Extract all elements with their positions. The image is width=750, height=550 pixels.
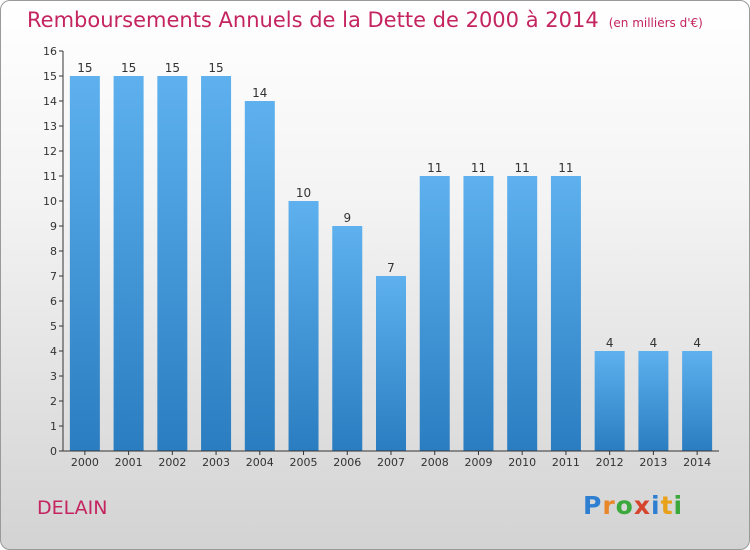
bar: [550, 176, 581, 451]
x-tick-label: 2009: [464, 456, 492, 469]
bar-value-label: 9: [343, 211, 351, 225]
x-tick-label: 2003: [202, 456, 230, 469]
bars: [69, 76, 713, 451]
bar: [201, 76, 232, 451]
place-name: DELAIN: [37, 497, 108, 519]
proxiti-logo[interactable]: Proxiti: [583, 491, 683, 520]
bar-value-label: 11: [471, 161, 486, 175]
logo-letter: x: [633, 491, 651, 520]
chart-title-text: Remboursements Annuels de la Dette de 20…: [27, 8, 599, 32]
bar-value-label: 7: [387, 261, 395, 275]
x-tick-label: 2000: [71, 456, 99, 469]
chart-unit-subtitle: (en milliers d'€): [608, 16, 703, 30]
bar: [419, 176, 450, 451]
logo-letter: r: [602, 491, 616, 520]
y-tick-label: 1: [50, 420, 57, 433]
bar: [157, 76, 188, 451]
y-tick-label: 2: [50, 395, 57, 408]
bar: [244, 101, 275, 451]
y-tick-label: 0: [50, 445, 57, 458]
y-tick-label: 8: [50, 245, 57, 258]
bar: [507, 176, 538, 451]
x-tick-label: 2008: [421, 456, 449, 469]
bar-value-label: 11: [558, 161, 573, 175]
y-tick-label: 10: [43, 195, 57, 208]
bar: [638, 351, 669, 451]
logo-letter: o: [615, 491, 634, 520]
y-tick-label: 4: [50, 345, 57, 358]
x-tick-label: 2014: [683, 456, 711, 469]
bar-value-label: 15: [121, 61, 136, 75]
y-tick-label: 16: [43, 45, 57, 58]
logo-letter: i: [673, 491, 684, 520]
y-tick-label: 11: [43, 170, 57, 183]
y-tick-label: 14: [43, 95, 57, 108]
bar-value-label: 15: [208, 61, 223, 75]
bar: [463, 176, 494, 451]
logo-letter: i: [651, 491, 661, 520]
x-tick-label: 2012: [596, 456, 624, 469]
bar-value-label: 14: [252, 86, 267, 100]
chart-title: Remboursements Annuels de la Dette de 20…: [27, 8, 703, 32]
bar-value-label: 4: [693, 336, 701, 350]
bar: [113, 76, 144, 451]
bar-value-label: 11: [427, 161, 442, 175]
y-tick-label: 6: [50, 295, 57, 308]
y-tick-label: 9: [50, 220, 57, 233]
y-tick-label: 5: [50, 320, 57, 333]
bar-value-label: 10: [296, 186, 311, 200]
x-tick-label: 2004: [246, 456, 274, 469]
bar: [69, 76, 100, 451]
bar: [376, 276, 406, 451]
logo-letter: P: [583, 491, 603, 520]
value-labels: 15 15 15 15 14 10 9 7 11 11 11 11 4 4 4: [77, 61, 701, 350]
y-tick-label: 7: [50, 270, 57, 283]
y-tick-label: 13: [43, 120, 57, 133]
x-tick-label: 2005: [290, 456, 318, 469]
bar-value-label: 15: [77, 61, 92, 75]
bar-value-label: 15: [165, 61, 180, 75]
x-tick-label: 2010: [508, 456, 536, 469]
x-tick-label: 2007: [377, 456, 405, 469]
bar-value-label: 4: [606, 336, 614, 350]
logo-letter: t: [660, 491, 674, 520]
bar: [682, 351, 713, 451]
x-axis: 2000 2001 2002 2003 2004 2005 2006 2007 2008 2009…: [63, 450, 719, 469]
bar: [594, 351, 625, 451]
x-tick-label: 2006: [333, 456, 361, 469]
bar: [288, 201, 319, 451]
x-tick-label: 2001: [115, 456, 143, 469]
x-tick-label: 2002: [158, 456, 186, 469]
y-tick-label: 15: [43, 70, 57, 83]
x-tick-label: 2011: [552, 456, 580, 469]
y-tick-label: 3: [50, 370, 57, 383]
bar-value-label: 11: [515, 161, 530, 175]
x-tick-label: 2013: [639, 456, 667, 469]
y-tick-label: 12: [43, 145, 57, 158]
bar-value-label: 4: [650, 336, 658, 350]
bar: [332, 226, 363, 451]
